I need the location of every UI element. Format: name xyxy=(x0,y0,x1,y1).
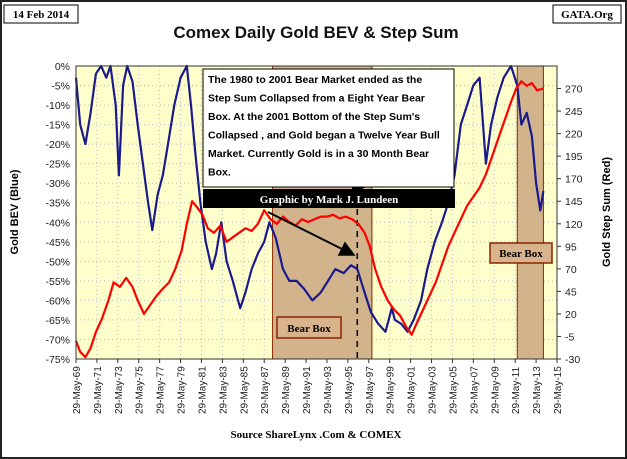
y-tick-label: -50% xyxy=(45,256,70,268)
y-tick-label: -30% xyxy=(45,178,70,190)
annotation-line: Market. Currently Gold is in a 30 Month … xyxy=(208,148,429,160)
y-tick-label: -55% xyxy=(45,276,70,288)
y-tick-label: -75% xyxy=(45,354,70,366)
y2-tick-label: 95 xyxy=(565,241,577,253)
x-tick-label: 29-May-07 xyxy=(469,366,480,414)
x-tick-label: 29-May-13 xyxy=(532,366,543,414)
annotation-line: Box. xyxy=(208,167,231,179)
y-tick-label: -65% xyxy=(45,315,70,327)
x-tick-label: 29-May-87 xyxy=(260,366,271,414)
x-tick-label: 29-May-73 xyxy=(114,366,125,414)
y2-tick-label: 195 xyxy=(565,151,583,163)
y2-tick-label: -5 xyxy=(565,331,574,343)
y2-tick-label: 170 xyxy=(565,174,583,186)
x-tick-label: 29-May-09 xyxy=(490,366,501,414)
annotation-line: Box. At the 2001 Bottom of the Step Sum'… xyxy=(208,111,420,123)
diagonal-arrow xyxy=(267,211,356,256)
y-tick-label: -15% xyxy=(45,120,70,132)
y-tick-label: -70% xyxy=(45,334,70,346)
x-tick-label: 29-May-95 xyxy=(344,366,355,414)
y2-tick-label: 120 xyxy=(565,219,583,231)
y-tick-label: -25% xyxy=(45,159,70,171)
y2-tick-label: 20 xyxy=(565,309,577,321)
y2-tick-label: 245 xyxy=(565,106,583,118)
x-tick-label: 29-May-05 xyxy=(448,366,459,414)
x-tick-label: 29-May-01 xyxy=(407,366,418,414)
annotation-line: The 1980 to 2001 Bear Market ended as th… xyxy=(208,74,422,86)
annotation-box xyxy=(202,68,455,188)
bear-box-label-2 xyxy=(489,242,553,264)
y2-tick-label: 270 xyxy=(565,84,583,96)
bear-box-text-2: Bear Box xyxy=(499,248,543,260)
x-tick-label: 29-May-89 xyxy=(281,366,292,414)
y-axis-label: Gold BEV (Blue) xyxy=(9,169,21,254)
site-label: GATA.Org xyxy=(561,9,613,21)
y-tick-label: -35% xyxy=(45,198,70,210)
x-tick-label: 29-May-91 xyxy=(302,366,313,414)
date-label: 14 Feb 2014 xyxy=(13,9,70,21)
y2-tick-label: 220 xyxy=(565,129,583,141)
plot-border xyxy=(75,65,558,360)
gold-bev-line xyxy=(74,64,545,333)
credit-text: Graphic by Mark J. Lundeen xyxy=(260,194,398,206)
chart-title: Comex Daily Gold BEV & Step Sum xyxy=(173,23,458,42)
y-tick-label: 0% xyxy=(55,61,70,73)
y2-axis-label: Gold Step Sum (Red) xyxy=(601,157,613,267)
step-sum-line xyxy=(74,80,544,359)
x-tick-label: 29-May-81 xyxy=(197,366,208,414)
x-tick-label: 29-May-77 xyxy=(156,366,167,414)
y-tick-label: -60% xyxy=(45,295,70,307)
x-tick-label: 29-May-97 xyxy=(365,366,376,414)
x-tick-label: 29-May-99 xyxy=(386,366,397,414)
x-tick-label: 29-May-79 xyxy=(177,366,188,414)
bear-box-region xyxy=(516,65,544,360)
x-tick-label: 29-May-93 xyxy=(323,366,334,414)
x-tick-label: 29-May-11 xyxy=(511,367,522,414)
y-tick-label: -20% xyxy=(45,139,70,151)
site-box xyxy=(552,4,622,24)
x-tick-label: 29-May-71 xyxy=(93,366,104,414)
annotation-line: Step Sum Collapsed from a Eight Year Bea… xyxy=(208,93,425,105)
bear-box-label-1 xyxy=(276,316,342,339)
x-tick-label: 29-May-69 xyxy=(72,366,83,414)
y-tick-label: -10% xyxy=(45,100,70,112)
source-label: Source ShareLynx .Com & COMEX xyxy=(230,429,401,441)
x-tick-label: 29-May-83 xyxy=(218,366,229,414)
x-tick-label: 29-May-75 xyxy=(135,366,146,414)
y2-tick-label: 45 xyxy=(565,286,577,298)
bear-box-text-1: Bear Box xyxy=(287,323,331,335)
y-tick-label: -40% xyxy=(45,217,70,229)
x-tick-label: 29-May-03 xyxy=(428,366,439,414)
y2-tick-label: 145 xyxy=(565,196,583,208)
x-tick-label: 29-May-15 xyxy=(553,366,564,414)
y-tick-label: -45% xyxy=(45,237,70,249)
annotation-line: Collapsed , and Gold began a Twelve Year… xyxy=(208,130,440,142)
x-tick-label: 29-May-85 xyxy=(239,366,250,414)
y2-tick-label: -30 xyxy=(565,354,580,366)
y2-tick-label: 70 xyxy=(565,264,577,276)
credit-bar xyxy=(203,189,455,208)
date-box xyxy=(3,4,79,24)
y-tick-label: -5% xyxy=(51,81,70,93)
